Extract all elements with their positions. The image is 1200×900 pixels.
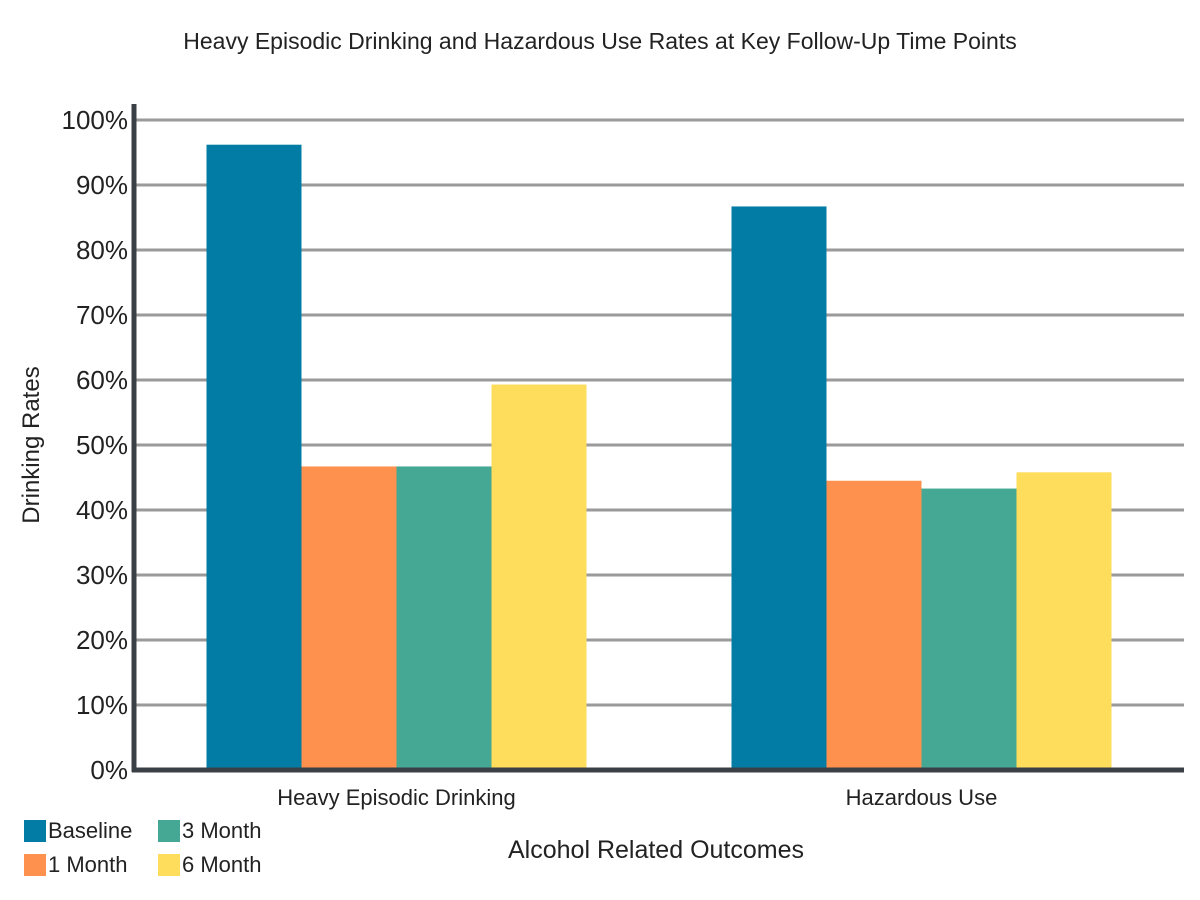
legend-label: Baseline <box>48 818 133 843</box>
y-tick-label: 30% <box>76 560 128 590</box>
legend-item-1-month: 1 Month <box>24 852 158 878</box>
legend-swatch <box>158 854 180 876</box>
legend-label: 1 Month <box>48 852 128 877</box>
bar-3-month <box>921 488 1017 770</box>
y-tick-label: 50% <box>76 430 128 460</box>
bar-6-month <box>1016 472 1112 770</box>
y-tick-label: 0% <box>90 755 128 785</box>
legend-swatch <box>24 820 46 842</box>
bar-3-month <box>396 466 492 770</box>
bar-baseline <box>731 206 827 770</box>
y-tick-label: 20% <box>76 625 128 655</box>
legend-label: 6 Month <box>182 852 262 877</box>
y-tick-label: 60% <box>76 365 128 395</box>
legend-label: 3 Month <box>182 818 262 843</box>
axes <box>131 104 1184 773</box>
legend-item-baseline: Baseline <box>24 818 158 844</box>
bars <box>206 144 1112 770</box>
y-tick-label: 40% <box>76 495 128 525</box>
x-category-label: Hazardous Use <box>846 785 998 810</box>
x-category-labels: Heavy Episodic Drinking Hazardous Use <box>277 785 997 810</box>
y-tick-label: 100% <box>62 105 129 135</box>
legend-item-3-month: 3 Month <box>158 818 288 844</box>
legend: Baseline 3 Month 1 Month 6 Month <box>24 818 288 878</box>
bar-1-month <box>826 480 922 770</box>
y-tick-label: 10% <box>76 690 128 720</box>
y-axis-label: Drinking Rates <box>18 366 45 524</box>
y-tick-label: 70% <box>76 300 128 330</box>
x-category-label: Heavy Episodic Drinking <box>277 785 515 810</box>
y-tick-label: 90% <box>76 170 128 200</box>
legend-swatch <box>158 820 180 842</box>
y-tick-labels: 0% 10% 20% 30% 40% 50% 60% 70% 80% 90% 100% <box>62 105 129 785</box>
legend-item-6-month: 6 Month <box>158 852 288 878</box>
y-tick-label: 80% <box>76 235 128 265</box>
bar-6-month <box>491 384 587 770</box>
bar-1-month <box>301 466 397 770</box>
bar-baseline <box>206 144 302 770</box>
chart-title: Heavy Episodic Drinking and Hazardous Us… <box>183 28 1017 54</box>
x-axis-label: Alcohol Related Outcomes <box>508 836 804 864</box>
legend-swatch <box>24 854 46 876</box>
